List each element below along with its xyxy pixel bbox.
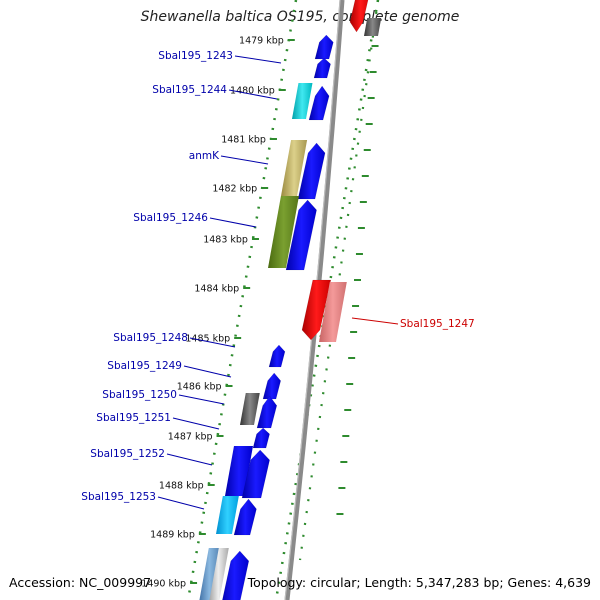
kbp-tick-label: 1487 kbp: [168, 432, 213, 443]
gene-arrow-sbal195-1244: [308, 85, 330, 121]
gene-block-sbal195-1244: [292, 83, 313, 119]
accession-text: Accession: NC_009997: [9, 575, 152, 590]
kbp-ticks: 1479 kbp 1480 kbp 1481 kbp 1482 kbp 1483 kbp…: [141, 36, 295, 590]
leader-line-sbal195-1253: [157, 496, 205, 510]
gene-block-bottom-steel: [199, 548, 221, 600]
kbp-tick-label: 1484 kbp: [194, 284, 239, 295]
kbp-tick-label: 1489 kbp: [150, 530, 195, 541]
gene-arrow-sbal195-1250: [256, 395, 278, 429]
gene-label-sbal195-1244[interactable]: Sbal195_1244: [152, 84, 227, 96]
kbp-tick-label: 1482 kbp: [212, 184, 257, 195]
gene-block-sbal195-1253: [216, 496, 239, 534]
gene-label-sbal195-1249[interactable]: Sbal195_1249: [107, 360, 182, 372]
gene-block-sbal195-1247: [319, 282, 347, 342]
kbp-tick-label: 1481 kbp: [221, 135, 266, 146]
gene-arrow-sbal195-1247: [301, 279, 332, 341]
leader-line-sbal195-1247: [351, 317, 399, 325]
gene-label-sbal195-1246[interactable]: Sbal195_1246: [133, 212, 208, 224]
gene-arrow-sbal195-1253: [233, 498, 257, 536]
kbp-tick-label: 1479 kbp: [239, 36, 284, 47]
dotted-guides: [186, 0, 381, 600]
gene-arrow-reverse: [349, 0, 369, 33]
kbp-tick-label: 1490 kbp: [141, 579, 186, 590]
leader-line-sbal195-1243: [234, 55, 282, 64]
gene-arrow-sbal195-1246: [285, 199, 317, 271]
leader-line-sbal195-1251: [172, 417, 220, 430]
left-inner-dotted-guide: [274, 0, 380, 600]
kbp-tick-label: 1485 kbp: [185, 334, 230, 345]
gene-arrow-sbal195-1243b: [313, 57, 331, 79]
gene-label-sbal195-1252[interactable]: Sbal195_1252: [90, 448, 165, 460]
gene-label-sbal195-1251[interactable]: Sbal195_1251: [96, 412, 171, 424]
gene-block-sbal195-1250: [240, 393, 260, 425]
leader-line-sbal195-1244: [228, 89, 278, 100]
leader-line-sbal195-1248: [189, 337, 236, 348]
gene-arrow-sbal195-1248: [268, 344, 286, 368]
kbp-tick-label: 1488 kbp: [159, 481, 204, 492]
gene-label-sbal195-1250[interactable]: Sbal195_1250: [102, 389, 177, 401]
gene-block-bottom-silver: [209, 548, 229, 600]
gene-arrow-sbal195-1251: [252, 427, 270, 449]
leader-line-sbal195-1246: [209, 217, 257, 228]
topology-text: Topology: circular; Length: 5,347,283 bp…: [247, 575, 591, 590]
gene-block-gray: [364, 18, 382, 36]
gene-label-anmk[interactable]: anmK: [189, 150, 220, 162]
gene-arrow-sbal195-1249: [262, 372, 281, 400]
leader-line-sbal195-1250: [178, 394, 225, 405]
kbp-tick-label: 1483 kbp: [203, 235, 248, 246]
gene-arrow-sbal195-1243: [314, 34, 334, 60]
kbp-tick-label: 1480 kbp: [230, 86, 275, 97]
gene-label-sbal195-1253[interactable]: Sbal195_1253: [81, 491, 156, 503]
left-dotted-guide: [186, 0, 298, 600]
leader-line-sbal195-1252: [166, 453, 213, 466]
gene-features: [199, 0, 382, 600]
gene-block-sbal195-1246: [268, 196, 299, 268]
kbp-tick-label: 1486 kbp: [177, 382, 222, 393]
leader-line-sbal195-1249: [183, 365, 232, 378]
gene-labels: Sbal195_1243 Sbal195_1244 anmK Sbal195_1246…: [81, 50, 475, 510]
leader-line-anmk: [220, 155, 269, 165]
gene-label-sbal195-1248[interactable]: Sbal195_1248: [113, 332, 188, 344]
gene-arrow-anmk: [297, 142, 326, 200]
gene-label-sbal195-1247[interactable]: Sbal195_1247: [400, 318, 475, 330]
gene-label-sbal195-1243[interactable]: Sbal195_1243: [158, 50, 233, 62]
gene-block-anmk: [281, 140, 308, 196]
gene-arrow-bottom: [222, 550, 250, 600]
gene-arrow-sbal195-1252: [241, 449, 270, 499]
